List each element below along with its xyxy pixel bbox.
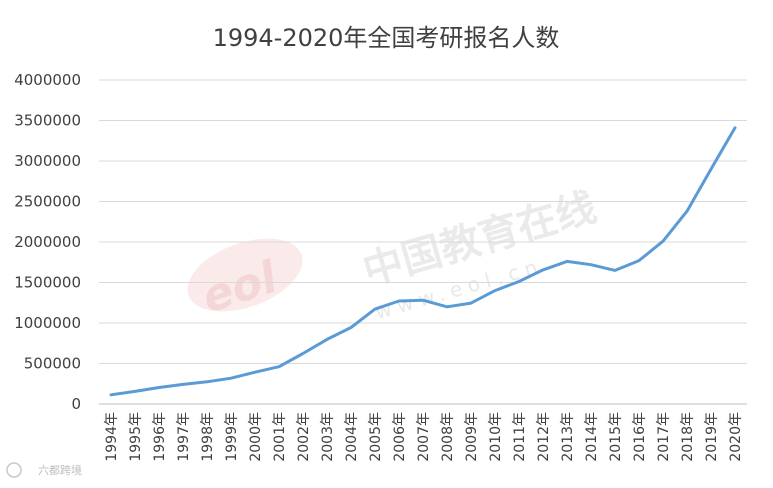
x-tick-label: 2013年: [560, 412, 576, 462]
x-axis-tick-labels: 1994年 1995年 1996年 1997年 1998年 1999年 2000年 2001年…: [104, 412, 744, 462]
y-tick-label: 2500000: [14, 193, 81, 211]
y-tick-label: 0: [71, 395, 81, 413]
x-tick-label: 2005年: [368, 412, 384, 462]
x-tick-label: 2011年: [512, 412, 528, 462]
chart-title: 1994-2020年全国考研报名人数: [213, 24, 560, 52]
x-tick-label: 1996年: [152, 412, 168, 462]
x-tick-label: 2000年: [248, 412, 264, 462]
x-tick-label: 2020年: [728, 412, 744, 462]
x-tick-label: 2008年: [440, 412, 456, 462]
watermark-logo-icon: [187, 238, 303, 312]
x-tick-label: 2002年: [296, 412, 312, 462]
y-tick-label: 2000000: [14, 233, 81, 251]
x-tick-label: 2003年: [320, 412, 336, 462]
x-tick-label: 2019年: [704, 412, 720, 462]
y-tick-label: 500000: [24, 355, 81, 373]
x-tick-label: 2014年: [584, 412, 600, 462]
x-tick-label: 2010年: [488, 412, 504, 462]
x-tick-label: 1995年: [128, 412, 144, 462]
x-tick-label: 2018年: [680, 412, 696, 462]
x-tick-label: 2016年: [632, 412, 648, 462]
y-tick-label: 3500000: [14, 112, 81, 130]
x-tick-label: 2017年: [656, 412, 672, 462]
series-layer: [109, 126, 737, 397]
y-tick-label: 1500000: [14, 274, 81, 292]
corner-badge: 六都跨境: [6, 462, 82, 478]
x-tick-label: 1997年: [176, 412, 192, 462]
corner-logo-icon: [6, 462, 22, 478]
x-tick-label: 2006年: [392, 412, 408, 462]
x-tick-label: 2012年: [536, 412, 552, 462]
x-tick-label: 2007年: [416, 412, 432, 462]
x-tick-label: 2004年: [344, 412, 360, 462]
corner-badge-text: 六都跨境: [38, 463, 82, 477]
y-tick-label: 1000000: [14, 314, 81, 332]
x-tick-label: 1998年: [200, 412, 216, 462]
x-tick-label: 1999年: [224, 412, 240, 462]
x-tick-label: 2001年: [272, 412, 288, 462]
gridlines: [99, 79, 747, 405]
x-tick-label: 2015年: [608, 412, 624, 462]
y-axis-tick-labels: 0 500000 1000000 1500000 2000000 2500000 30000…: [14, 71, 81, 413]
x-tick-label: 1994年: [104, 412, 120, 462]
x-tick-label: 2009年: [464, 412, 480, 462]
series-line: [109, 126, 737, 397]
y-tick-label: 4000000: [14, 71, 81, 89]
y-tick-label: 3000000: [14, 152, 81, 170]
